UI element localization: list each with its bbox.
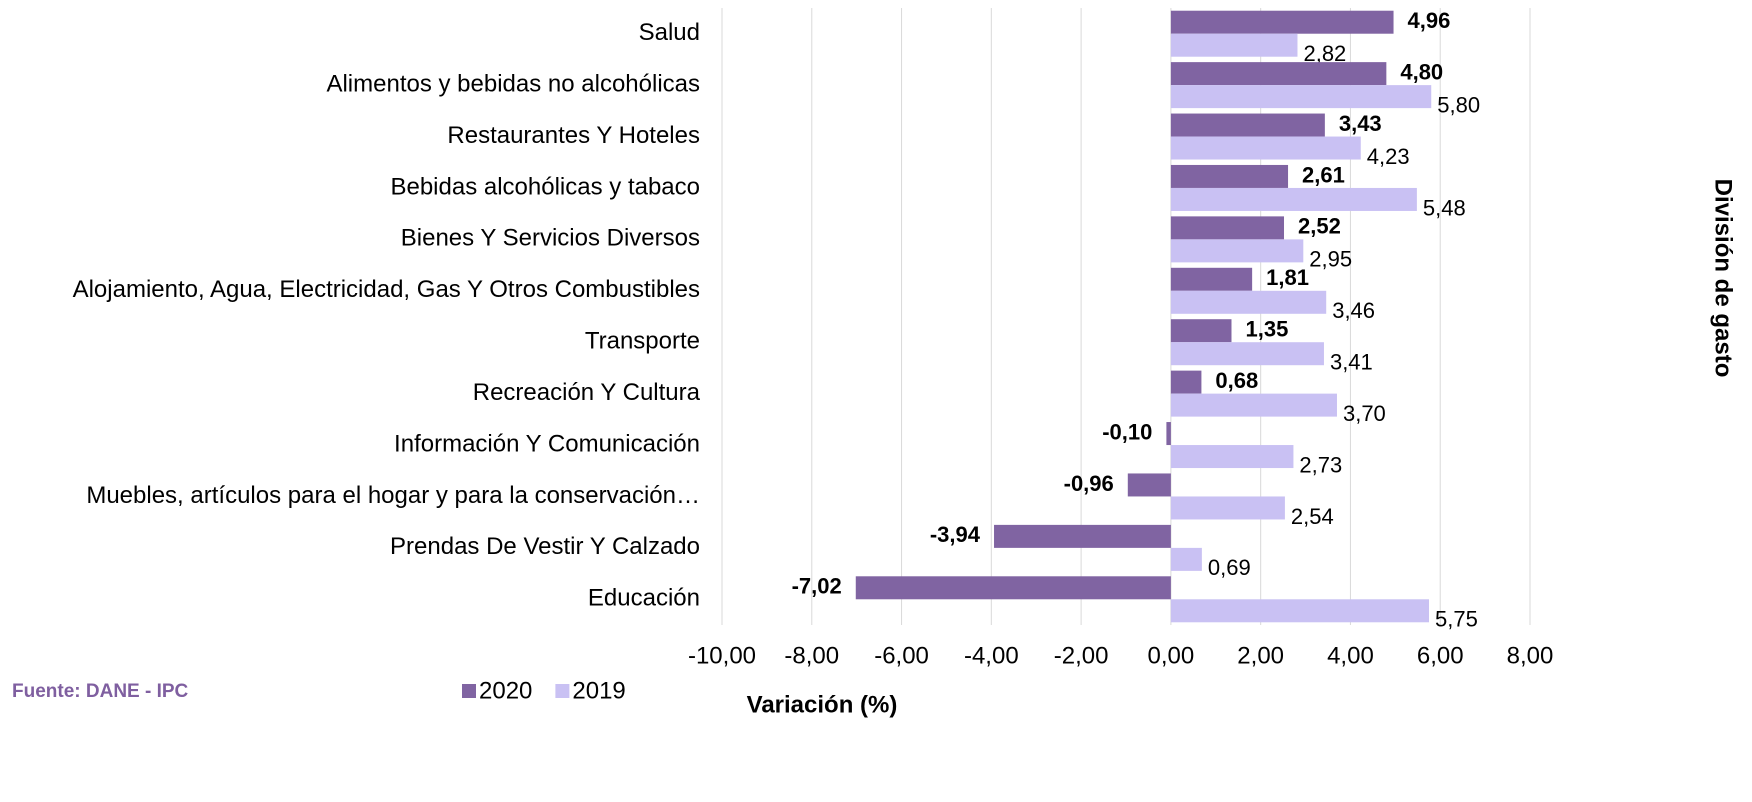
bar — [1170, 547, 1202, 571]
data-label: 3,41 — [1330, 350, 1373, 375]
bar — [1170, 62, 1387, 86]
data-label: -0,10 — [1102, 419, 1152, 444]
x-tick-label: -2,00 — [1054, 642, 1109, 669]
legend-swatch — [555, 684, 570, 698]
bar — [1170, 267, 1253, 291]
y-tick-label: Bebidas alcohólicas y tabaco — [390, 173, 700, 200]
y-tick-label: Prendas De Vestir Y Calzado — [390, 533, 700, 560]
data-label: 0,68 — [1215, 368, 1258, 393]
bar — [855, 576, 1171, 600]
data-label: 3,43 — [1339, 111, 1382, 136]
data-label: 2,54 — [1291, 504, 1334, 529]
bar — [1170, 319, 1232, 343]
bar — [1170, 445, 1294, 469]
bar — [1170, 33, 1298, 57]
bar — [1170, 85, 1432, 109]
data-label: 5,48 — [1423, 195, 1466, 220]
legend-label: 2019 — [572, 677, 625, 704]
x-tick-label: 2,00 — [1237, 642, 1284, 669]
data-label: 4,23 — [1367, 144, 1410, 169]
data-label: 2,73 — [1299, 452, 1342, 477]
x-tick-label: -10,00 — [688, 642, 756, 669]
data-label: 4,96 — [1408, 8, 1451, 33]
y-tick-label: Transporte — [585, 328, 700, 355]
bar — [1170, 216, 1285, 240]
data-label: -3,94 — [930, 522, 981, 547]
data-label: 2,61 — [1302, 162, 1345, 187]
data-label: -7,02 — [792, 574, 842, 599]
bar — [1170, 393, 1337, 417]
data-label: 4,80 — [1400, 59, 1443, 84]
y-tick-label: Recreación Y Cultura — [473, 379, 701, 406]
x-tick-label: 8,00 — [1507, 642, 1554, 669]
y-tick-label: Bienes Y Servicios Diversos — [401, 225, 700, 252]
bar — [1170, 136, 1361, 160]
data-label: 1,81 — [1266, 265, 1309, 290]
x-tick-label: -6,00 — [874, 642, 929, 669]
bar — [1166, 422, 1171, 446]
legend-label: 2020 — [479, 677, 532, 704]
legend-swatch — [462, 684, 476, 698]
source: Fuente: DANE - IPC — [12, 681, 189, 702]
y-tick-label: Restaurantes Y Hoteles — [447, 122, 700, 149]
x-tick-label: -8,00 — [784, 642, 839, 669]
bar — [1170, 599, 1429, 623]
y-tick-label: Muebles, artículos para el hogar y para … — [86, 482, 700, 509]
data-label: 5,75 — [1435, 607, 1478, 632]
bar — [1170, 239, 1304, 263]
data-label: 2,95 — [1309, 247, 1352, 272]
y-tick-label: Información Y Comunicación — [394, 430, 700, 457]
y-tick-label: Alimentos y bebidas no alcohólicas — [326, 70, 700, 97]
data-label: 2,52 — [1298, 214, 1341, 239]
x-tick-label: -4,00 — [964, 642, 1019, 669]
bar — [1127, 473, 1171, 497]
data-label: 1,35 — [1245, 317, 1288, 342]
data-label: 3,46 — [1332, 298, 1375, 323]
bar — [994, 524, 1171, 548]
y-tick-label: Salud — [639, 19, 700, 46]
data-label: 5,80 — [1437, 92, 1480, 117]
y-tick-label: Alojamiento, Agua, Electricidad, Gas Y O… — [73, 276, 700, 303]
y-tick-label: Educación — [588, 585, 700, 612]
bar — [1170, 370, 1202, 394]
bar — [1170, 342, 1324, 366]
bar — [1170, 290, 1327, 314]
x-tick-label: 6,00 — [1417, 642, 1464, 669]
x-tick-label: 0,00 — [1148, 642, 1195, 669]
data-label: 0,69 — [1208, 555, 1251, 580]
data-label: 3,70 — [1343, 401, 1386, 426]
data-label: -0,96 — [1064, 471, 1114, 496]
bar — [1170, 113, 1325, 137]
bar — [1170, 10, 1394, 34]
bar — [1170, 496, 1285, 520]
bar — [1170, 164, 1289, 188]
x-tick-label: 4,00 — [1327, 642, 1374, 669]
x-axis-title: Variación (%) — [747, 691, 898, 718]
data-label: 2,82 — [1303, 41, 1346, 66]
y-axis-title: División de gasto — [1710, 179, 1737, 378]
bar — [1170, 187, 1417, 211]
